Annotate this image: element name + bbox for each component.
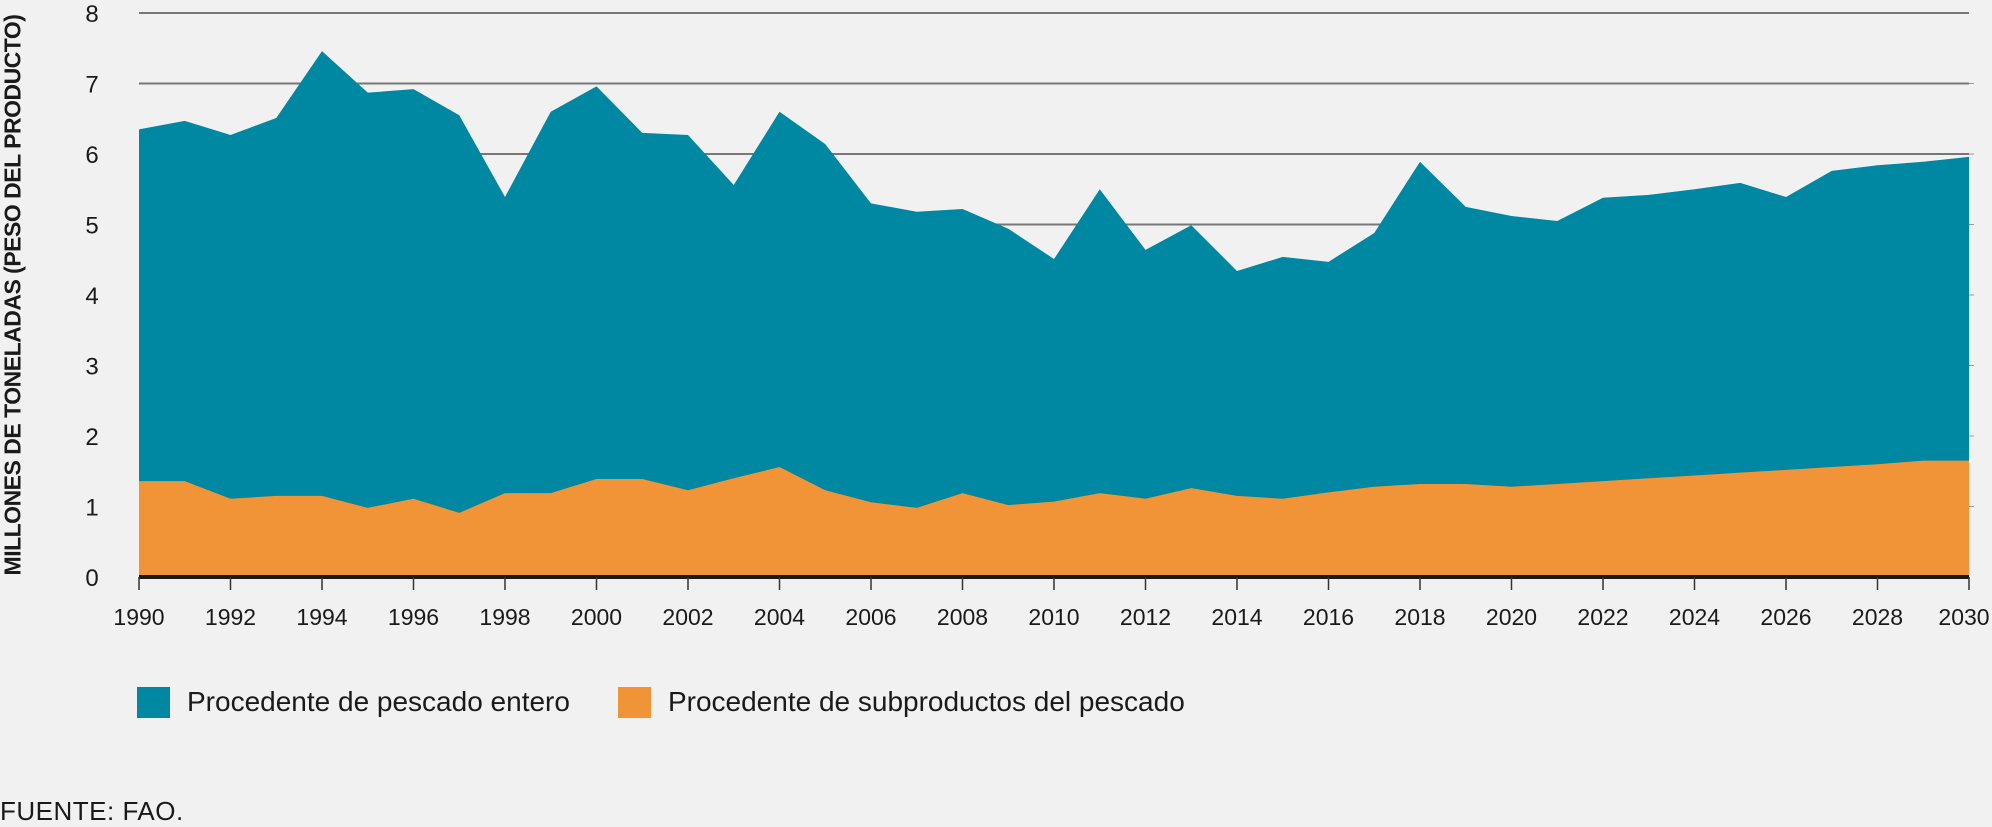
- y-tick-label: 8: [85, 1, 98, 28]
- x-tick-label: 2010: [1028, 604, 1079, 630]
- area-byproducts: [139, 460, 1969, 577]
- x-tick-labels: 1990 1992 1994 1996 1998 2000 2002 2004 2006 2008…: [113, 604, 1989, 630]
- x-tick-label: 2016: [1303, 604, 1354, 630]
- y-tick-label: 1: [85, 495, 98, 522]
- x-tick-label: 2006: [845, 604, 896, 630]
- legend-swatch-whole-fish: [137, 686, 170, 718]
- x-tick-label: 2004: [754, 604, 805, 630]
- stacked-areas: [139, 51, 1969, 577]
- y-tick-label: 2: [85, 424, 98, 451]
- area-chart: 0 1 2 3 4 5 6 7 8 1990 1992 1994 1996 1998 2000 2002 20…: [85, 1, 1989, 630]
- y-tick-label: 4: [85, 283, 98, 310]
- x-tick-label: 2002: [662, 604, 713, 630]
- y-tick-label: 0: [85, 565, 98, 592]
- x-tick-label: 2028: [1852, 604, 1903, 630]
- source-note: FUENTE: FAO.: [0, 796, 184, 826]
- x-tick-label: 2008: [937, 604, 988, 630]
- legend-label-byproducts: Procedente de subproductos del pescado: [667, 686, 1185, 717]
- x-tick-label: 2000: [571, 604, 622, 630]
- legend-item-whole-fish: Procedente de pescado entero: [137, 686, 570, 718]
- legend-swatch-byproducts: [617, 686, 651, 718]
- legend-item-byproducts: Procedente de subproductos del pescado: [617, 686, 1185, 718]
- x-tick-label: 1994: [296, 604, 347, 630]
- y-tick-label: 7: [85, 72, 98, 99]
- x-tick-label: 1998: [479, 604, 530, 630]
- x-tick-label: 1990: [113, 604, 164, 630]
- x-tick-label: 1996: [388, 604, 439, 630]
- x-tick-label: 2022: [1577, 604, 1628, 630]
- y-tick-labels: 0 1 2 3 4 5 6 7 8: [85, 1, 98, 592]
- x-tick-label: 2012: [1120, 604, 1171, 630]
- y-axis-title: MILLONES DE TONELADAS (PESO DEL PRODUCTO…: [0, 14, 26, 576]
- y-tick-label: 3: [85, 354, 98, 381]
- x-tick-label: 2024: [1669, 604, 1720, 630]
- x-tick-label: 2020: [1486, 604, 1537, 630]
- legend-label-whole-fish: Procedente de pescado entero: [187, 686, 570, 717]
- axes: [138, 83, 1974, 590]
- x-tick-label: 2026: [1760, 604, 1811, 630]
- legend: Procedente de pescado entero Procedente …: [137, 686, 1233, 718]
- y-tick-label: 6: [85, 142, 98, 169]
- x-tick-label: 2030: [1938, 604, 1989, 630]
- x-tick-label: 2018: [1394, 604, 1445, 630]
- y-tick-label: 5: [85, 213, 98, 240]
- x-tick-label: 1992: [205, 604, 256, 630]
- area-whole-fish: [139, 51, 1969, 577]
- x-tick-label: 2014: [1211, 604, 1262, 630]
